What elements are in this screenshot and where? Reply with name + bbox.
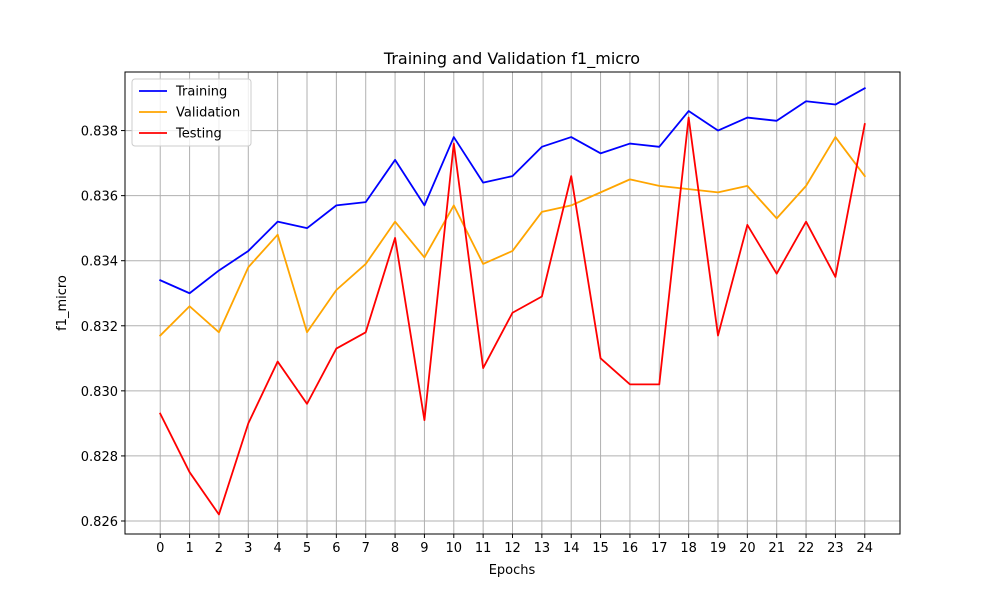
x-tick-label: 3 — [244, 541, 252, 556]
y-tick-label: 0.832 — [81, 320, 118, 335]
y-tick-label: 0.838 — [81, 125, 118, 140]
legend-label-training: Training — [175, 85, 227, 100]
x-tick-label: 14 — [563, 541, 580, 556]
x-tick-label: 1 — [185, 541, 193, 556]
y-tick-label: 0.828 — [81, 450, 118, 465]
y-axis: 0.826 0.828 0.830 0.832 0.834 0.836 0.838 — [81, 125, 125, 530]
x-axis-title: Epochs — [489, 563, 536, 578]
x-tick-label: 11 — [475, 541, 492, 556]
x-tick-label: 8 — [391, 541, 399, 556]
x-tick-label: 16 — [622, 541, 639, 556]
series-line-testing — [159, 116, 866, 516]
x-tick-label: 18 — [680, 541, 697, 556]
y-tick-label: 0.834 — [81, 255, 118, 270]
x-tick-label: 20 — [739, 541, 756, 556]
legend: Training Validation Testing — [131, 78, 252, 147]
x-tick-label: 6 — [332, 541, 340, 556]
x-tick-label: 0 — [156, 541, 164, 556]
x-tick-label: 17 — [651, 541, 668, 556]
series-line-validation — [158, 136, 867, 337]
legend-label-testing: Testing — [175, 127, 222, 142]
chart-title: Training and Validation f1_micro — [383, 49, 640, 69]
x-tick-label: 24 — [856, 541, 873, 556]
x-tick-label: 7 — [362, 541, 370, 556]
x-tick-label: 10 — [446, 541, 463, 556]
y-tick-label: 0.826 — [81, 515, 118, 530]
x-tick-label: 2 — [215, 541, 223, 556]
x-tick-label: 9 — [420, 541, 428, 556]
series-line-training — [159, 87, 866, 295]
x-tick-label: 5 — [303, 541, 311, 556]
x-tick-label: 19 — [710, 541, 727, 556]
x-tick-label: 21 — [768, 541, 785, 556]
x-tick-label: 23 — [827, 541, 844, 556]
x-tick-label: 22 — [798, 541, 815, 556]
y-tick-label: 0.830 — [81, 385, 118, 400]
x-tick-label: 13 — [534, 541, 551, 556]
x-axis: 0 1 2 3 4 5 6 7 8 9 10 11 12 13 14 15 16 17 18 19 20 21 22 23 24 — [156, 534, 873, 556]
y-axis-title: f1_micro — [55, 275, 70, 331]
x-tick-label: 15 — [592, 541, 609, 556]
x-tick-label: 12 — [504, 541, 521, 556]
legend-label-validation: Validation — [176, 106, 240, 121]
grid — [125, 72, 900, 534]
legend-box — [131, 78, 252, 147]
series-layer — [158, 87, 867, 516]
x-tick-label: 4 — [274, 541, 282, 556]
y-tick-label: 0.836 — [81, 190, 118, 205]
